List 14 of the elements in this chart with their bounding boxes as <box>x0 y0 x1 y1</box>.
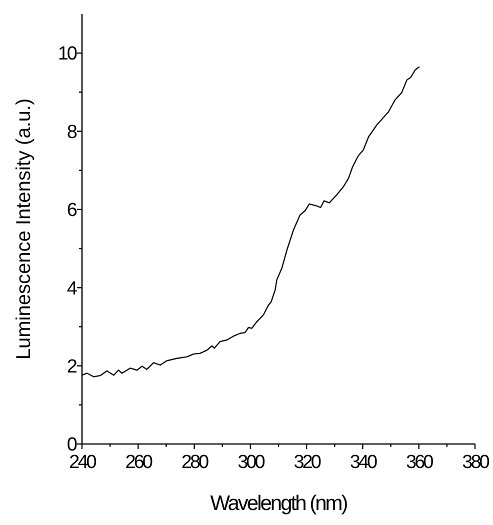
x-tick-label: 320 <box>294 452 321 473</box>
x-tick-label: 260 <box>125 452 152 473</box>
x-tick-label: 360 <box>406 452 434 473</box>
x-tick-label: 280 <box>181 452 209 473</box>
y-tick-label: 8 <box>66 122 77 143</box>
y-axis-title: Luminescence Intensity (a.u.) <box>13 98 35 360</box>
x-axis-title: Wavelength (nm) <box>210 492 348 515</box>
y-tick-label: 2 <box>66 356 77 378</box>
y-tick-label: 10 <box>58 44 77 65</box>
x-tick-label: 380 <box>462 452 490 473</box>
x-tick-label: 340 <box>350 452 377 473</box>
x-tick-label: 300 <box>238 452 265 473</box>
y-tick-label: 4 <box>66 278 78 300</box>
y-tick-label: 6 <box>66 200 77 222</box>
